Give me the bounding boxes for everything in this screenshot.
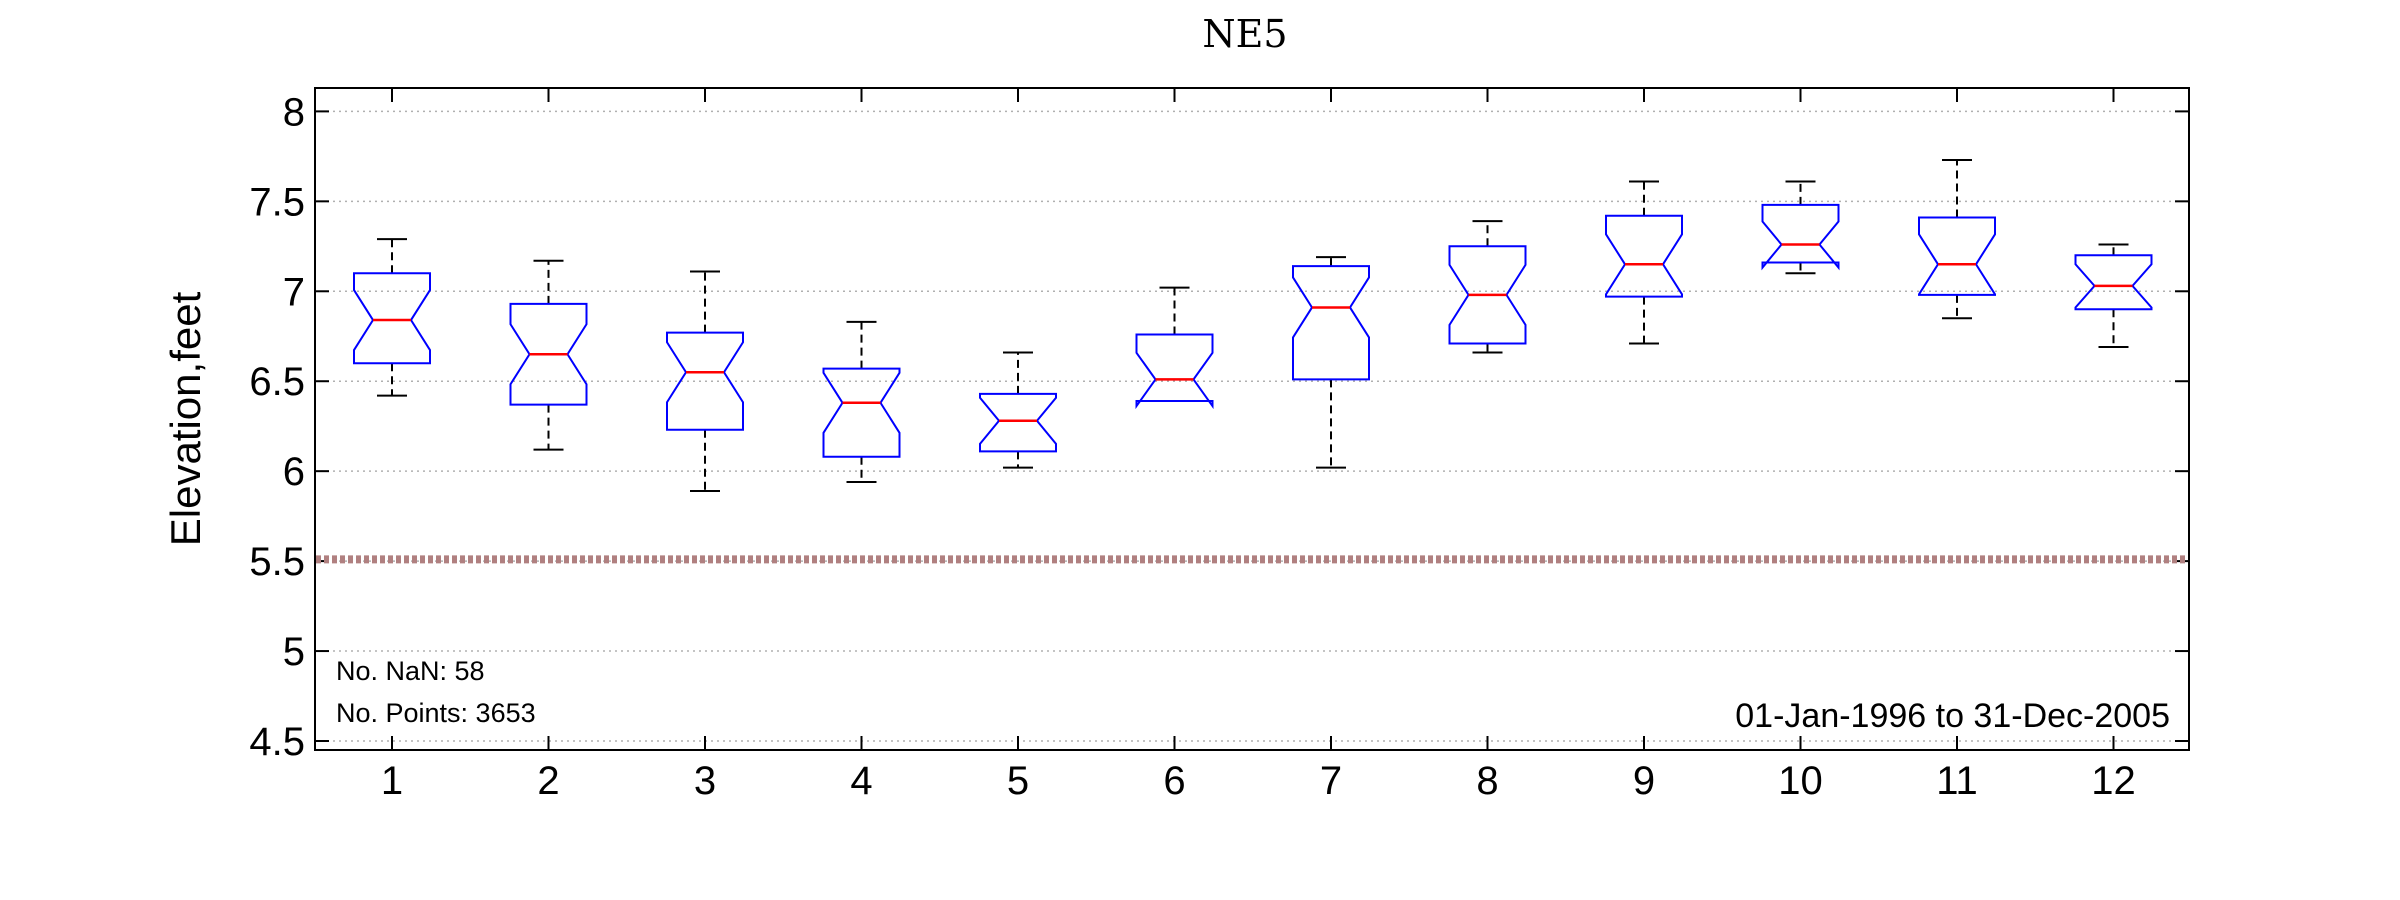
x-tick-label: 3 <box>694 759 716 803</box>
x-tick-label: 7 <box>1320 759 1342 803</box>
box-month-8 <box>1448 220 1527 354</box>
y-tick-label: 5.5 <box>249 540 305 584</box>
notched-box <box>1292 265 1370 381</box>
y-tick-label: 5 <box>283 630 305 674</box>
y-tick-label: 6.5 <box>249 360 305 404</box>
box-month-9 <box>1605 180 1683 345</box>
notched-box <box>353 272 431 365</box>
notched-box <box>1448 245 1527 345</box>
box-month-7 <box>1292 256 1370 469</box>
x-tick-label: 1 <box>381 759 403 803</box>
box-month-6 <box>1135 286 1214 410</box>
points-count-note: No. Points: 3653 <box>336 698 536 728</box>
box-month-11 <box>1918 158 1996 320</box>
notched-box <box>2074 254 2153 311</box>
chart-title: NE5 <box>1202 12 1287 56</box>
date-range-note: 01-Jan-1996 to 31-Dec-2005 <box>1735 697 2170 735</box>
box-month-4 <box>822 320 901 483</box>
notched-box <box>979 392 1057 453</box>
notched-box <box>666 331 744 431</box>
box-month-3 <box>666 270 744 492</box>
box-month-2 <box>509 259 588 451</box>
x-tick-label: 4 <box>850 759 872 803</box>
gridlines <box>315 110 2189 742</box>
nan-count-note: No. NaN: 58 <box>336 656 485 686</box>
y-axis-label: Elevation,feet <box>162 291 209 546</box>
y-tick-label: 4.5 <box>249 720 305 764</box>
box-month-1 <box>353 238 431 397</box>
notched-box <box>1761 203 1840 271</box>
x-tick-label: 12 <box>2091 759 2136 803</box>
y-axis-ticks: 4.5 5 5.5 6 6.5 7 7.5 8 <box>249 90 2189 764</box>
y-tick-label: 7 <box>283 270 305 314</box>
notched-box <box>1135 333 1214 410</box>
y-tick-label: 7.5 <box>249 180 305 224</box>
notched-box <box>1918 216 1996 296</box>
x-tick-label: 10 <box>1778 759 1823 803</box>
x-tick-label: 2 <box>537 759 559 803</box>
x-tick-label: 8 <box>1476 759 1498 803</box>
box-month-5 <box>979 351 1057 469</box>
boxes <box>353 158 2153 492</box>
plot-frame <box>314 87 2190 751</box>
notched-box <box>822 367 901 458</box>
x-tick-label: 9 <box>1633 759 1655 803</box>
notched-box <box>1605 214 1683 298</box>
box-month-10 <box>1761 180 1840 275</box>
box-month-12 <box>2074 243 2153 349</box>
x-tick-label: 11 <box>1936 759 1978 803</box>
notched-box <box>509 302 588 406</box>
x-tick-label: 5 <box>1007 759 1029 803</box>
x-axis-ticks: 1 2 3 4 5 6 7 8 9 10 11 12 <box>381 88 2136 803</box>
y-tick-label: 8 <box>283 90 305 134</box>
y-tick-label: 6 <box>283 450 305 494</box>
x-tick-label: 6 <box>1163 759 1185 803</box>
